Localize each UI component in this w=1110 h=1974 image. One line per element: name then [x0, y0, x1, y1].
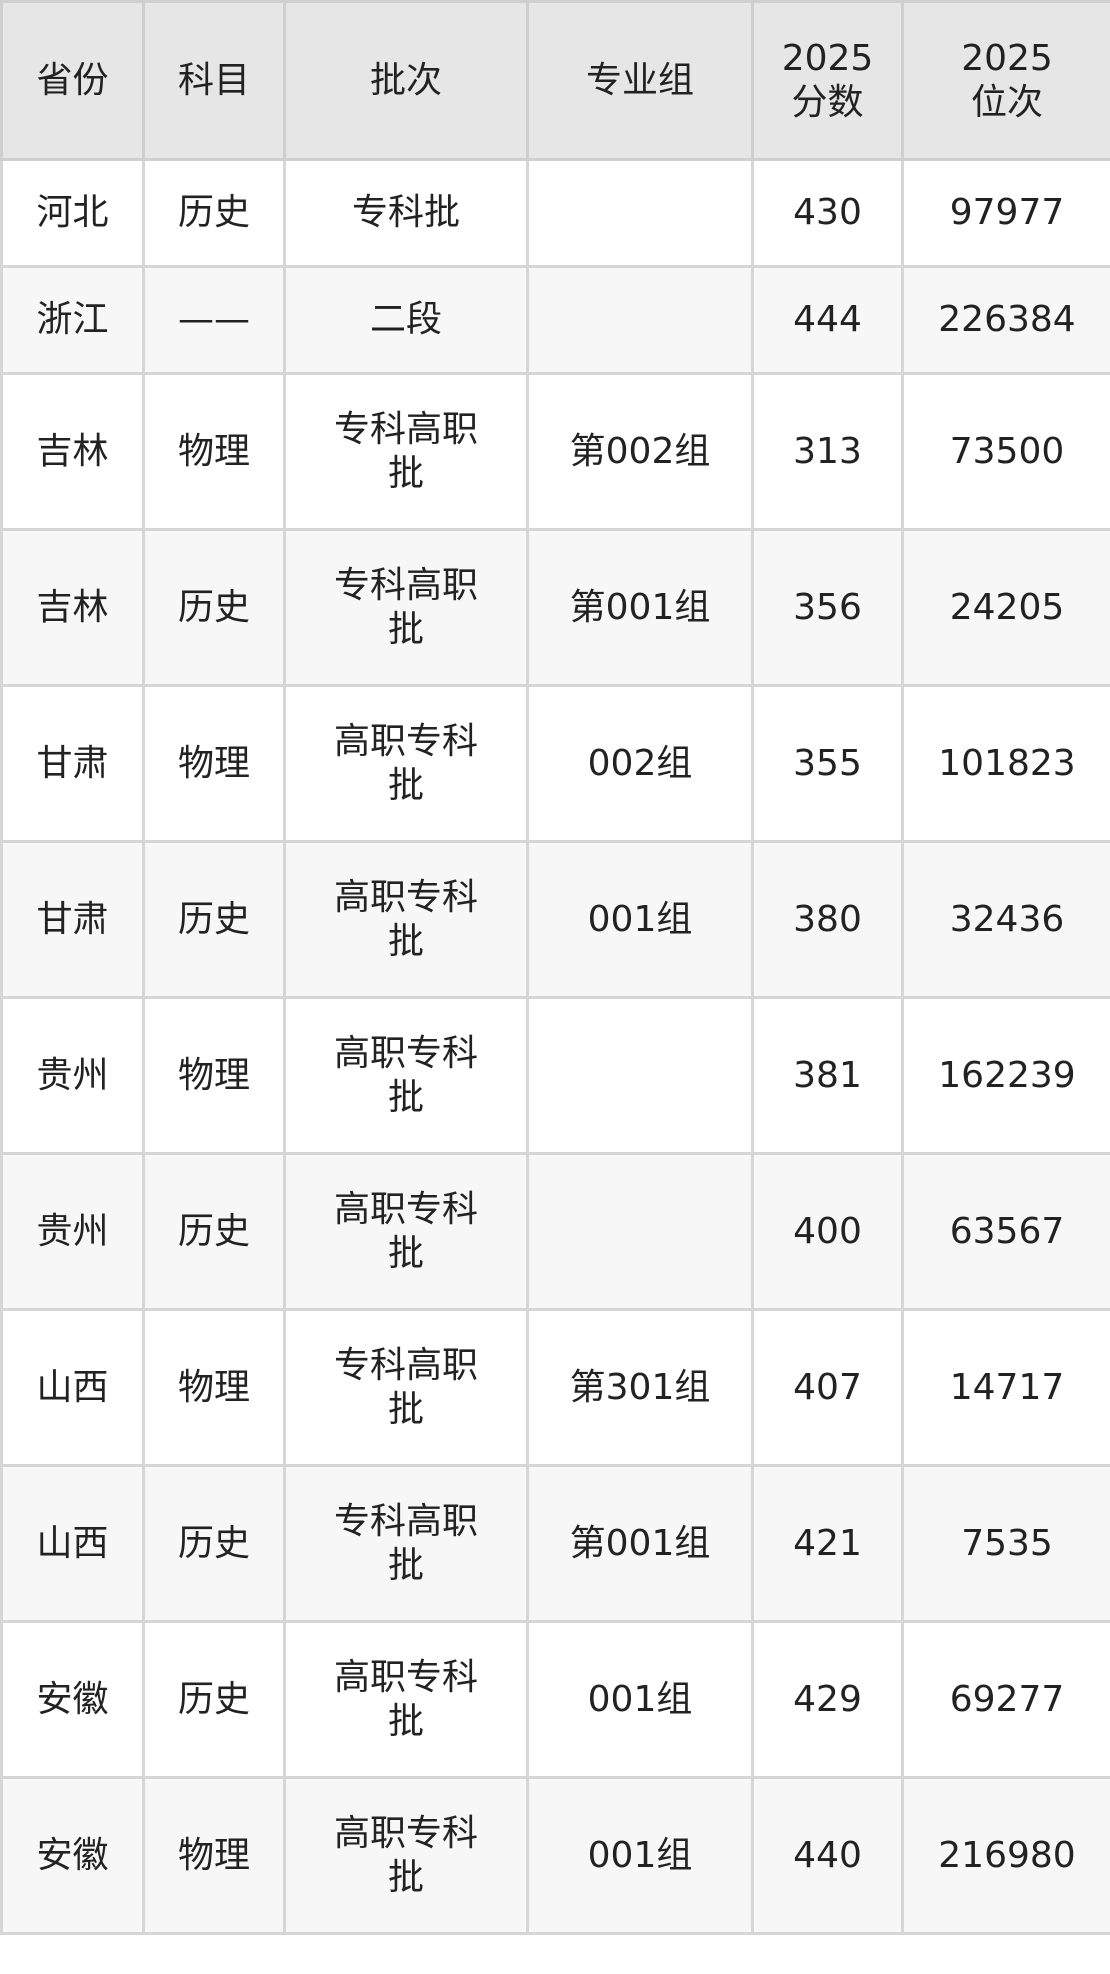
cell-rank: 7535 — [901, 1464, 1110, 1623]
cell-batch: 高职专科批 — [283, 840, 529, 999]
cell-batch: 专科高职批 — [283, 1308, 529, 1467]
cell-score: 440 — [751, 1776, 904, 1935]
cell-province: 山西 — [0, 1464, 145, 1623]
cell-subject: 物理 — [142, 1776, 286, 1935]
cell-batch: 高职专科批 — [283, 996, 529, 1155]
cell-province: 浙江 — [0, 265, 145, 375]
header-score: 2025 分数 — [751, 0, 904, 161]
table-row: 吉林 历史 专科高职批 第001组 356 24205 — [0, 528, 1110, 687]
table-row: 山西 物理 专科高职批 第301组 407 14717 — [0, 1308, 1110, 1467]
cell-rank: 226384 — [901, 265, 1110, 375]
table-row: 浙江 —— 二段 444 226384 — [0, 265, 1110, 375]
cell-province: 甘肃 — [0, 840, 145, 999]
header-province: 省份 — [0, 0, 145, 161]
cell-subject: 历史 — [142, 840, 286, 999]
cell-batch: 专科高职批 — [283, 528, 529, 687]
cell-province: 安徽 — [0, 1776, 145, 1935]
cell-subject: 历史 — [142, 1620, 286, 1779]
cell-rank: 32436 — [901, 840, 1110, 999]
cell-province: 山西 — [0, 1308, 145, 1467]
cell-province: 吉林 — [0, 528, 145, 687]
cell-subject: 物理 — [142, 996, 286, 1155]
cell-rank: 101823 — [901, 684, 1110, 843]
cell-score: 400 — [751, 1152, 904, 1311]
cell-score: 381 — [751, 996, 904, 1155]
cell-rank: 63567 — [901, 1152, 1110, 1311]
cell-province: 河北 — [0, 158, 145, 268]
cell-score: 355 — [751, 684, 904, 843]
cell-score: 421 — [751, 1464, 904, 1623]
table-row: 甘肃 物理 高职专科批 002组 355 101823 — [0, 684, 1110, 843]
cell-major-group: 001组 — [526, 1620, 754, 1779]
cell-subject: 物理 — [142, 372, 286, 531]
cell-rank: 216980 — [901, 1776, 1110, 1935]
cell-subject: 历史 — [142, 158, 286, 268]
cell-subject: 历史 — [142, 1152, 286, 1311]
cell-batch: 高职专科批 — [283, 1152, 529, 1311]
cell-province: 贵州 — [0, 996, 145, 1155]
cell-score: 430 — [751, 158, 904, 268]
table-row: 安徽 历史 高职专科批 001组 429 69277 — [0, 1620, 1110, 1779]
cell-major-group: 第001组 — [526, 1464, 754, 1623]
cell-rank: 97977 — [901, 158, 1110, 268]
table-row: 安徽 物理 高职专科批 001组 440 216980 — [0, 1776, 1110, 1935]
cell-subject: 历史 — [142, 528, 286, 687]
table-row: 山西 历史 专科高职批 第001组 421 7535 — [0, 1464, 1110, 1623]
table-row: 甘肃 历史 高职专科批 001组 380 32436 — [0, 840, 1110, 999]
header-subject: 科目 — [142, 0, 286, 161]
cell-subject: 物理 — [142, 1308, 286, 1467]
cell-major-group: 第002组 — [526, 372, 754, 531]
table-row: 河北 历史 专科批 430 97977 — [0, 158, 1110, 268]
table-row: 贵州 历史 高职专科批 400 63567 — [0, 1152, 1110, 1311]
header-rank: 2025 位次 — [901, 0, 1110, 161]
cell-major-group — [526, 158, 754, 268]
cell-major-group — [526, 265, 754, 375]
cell-score: 313 — [751, 372, 904, 531]
cell-score: 356 — [751, 528, 904, 687]
cell-rank: 14717 — [901, 1308, 1110, 1467]
cell-subject: 历史 — [142, 1464, 286, 1623]
header-major-group: 专业组 — [526, 0, 754, 161]
cell-score: 444 — [751, 265, 904, 375]
cell-batch: 专科批 — [283, 158, 529, 268]
cell-rank: 162239 — [901, 996, 1110, 1155]
cell-subject: —— — [142, 265, 286, 375]
cell-subject: 物理 — [142, 684, 286, 843]
cell-major-group: 002组 — [526, 684, 754, 843]
cell-batch: 高职专科批 — [283, 1620, 529, 1779]
cell-score: 380 — [751, 840, 904, 999]
cell-score: 407 — [751, 1308, 904, 1467]
header-batch: 批次 — [283, 0, 529, 161]
cell-batch: 专科高职批 — [283, 372, 529, 531]
cell-province: 吉林 — [0, 372, 145, 531]
cell-major-group: 001组 — [526, 840, 754, 999]
cell-score: 429 — [751, 1620, 904, 1779]
cell-major-group — [526, 1152, 754, 1311]
cell-batch: 高职专科批 — [283, 1776, 529, 1935]
cell-batch: 高职专科批 — [283, 684, 529, 843]
cell-major-group: 第001组 — [526, 528, 754, 687]
header-row: 省份 科目 批次 专业组 2025 分数 2025 位次 — [0, 0, 1110, 161]
cell-province: 贵州 — [0, 1152, 145, 1311]
table-row: 贵州 物理 高职专科批 381 162239 — [0, 996, 1110, 1155]
cell-major-group — [526, 996, 754, 1155]
cell-rank: 69277 — [901, 1620, 1110, 1779]
table-row: 吉林 物理 专科高职批 第002组 313 73500 — [0, 372, 1110, 531]
cell-batch: 二段 — [283, 265, 529, 375]
cell-rank: 24205 — [901, 528, 1110, 687]
cell-batch: 专科高职批 — [283, 1464, 529, 1623]
cell-major-group: 第301组 — [526, 1308, 754, 1467]
cell-province: 安徽 — [0, 1620, 145, 1779]
cell-rank: 73500 — [901, 372, 1110, 531]
cell-province: 甘肃 — [0, 684, 145, 843]
cell-major-group: 001组 — [526, 1776, 754, 1935]
